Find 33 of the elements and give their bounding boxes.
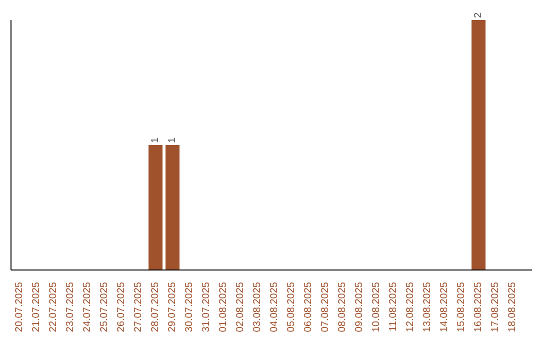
x-tick-label: 10.08.2025	[371, 282, 382, 332]
x-tick-label: 31.07.2025	[201, 282, 212, 332]
x-tick-label: 15.08.2025	[456, 282, 467, 332]
x-tick-label: 05.08.2025	[286, 282, 297, 332]
x-tick-label: 27.07.2025	[133, 282, 144, 332]
x-tick-label: 01.08.2025	[218, 282, 229, 332]
x-tick-label: 09.08.2025	[354, 282, 365, 332]
x-tick-label: 23.07.2025	[65, 282, 76, 332]
x-tick-label: 24.07.2025	[82, 282, 93, 332]
x-tick-label: 28.07.2025	[150, 282, 161, 332]
x-tick-label: 30.07.2025	[184, 282, 195, 332]
x-tick-label: 14.08.2025	[439, 282, 450, 332]
data-label: 1	[167, 137, 178, 143]
x-tick-label: 03.08.2025	[252, 282, 263, 332]
x-tick-label: 06.08.2025	[303, 282, 314, 332]
x-tick-label: 29.07.2025	[167, 282, 178, 332]
x-tick-label: 17.08.2025	[490, 282, 501, 332]
data-label: 2	[473, 12, 484, 18]
x-tick-label: 22.07.2025	[48, 282, 59, 332]
x-tick-label: 26.07.2025	[116, 282, 127, 332]
data-label: 1	[150, 137, 162, 143]
x-tick-label: 16.08.2025	[473, 282, 484, 332]
x-tick-label: 11.08.2025	[388, 282, 399, 332]
x-tick-label: 12.08.2025	[405, 282, 416, 332]
x-tick-label: 08.08.2025	[337, 282, 348, 332]
x-tick-label: 13.08.2025	[422, 282, 433, 332]
x-tick-label: 04.08.2025	[269, 282, 280, 332]
x-tick-label: 25.07.2025	[99, 282, 110, 332]
x-tick-label: 18.08.2025	[507, 282, 518, 332]
x-tick-label: 20.07.2025	[14, 282, 25, 332]
x-tick-label: 02.08.2025	[235, 282, 246, 332]
x-tick-label: 07.08.2025	[320, 282, 331, 332]
x-tick-label: 21.07.2025	[31, 282, 42, 332]
